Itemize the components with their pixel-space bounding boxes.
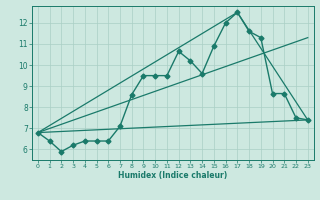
X-axis label: Humidex (Indice chaleur): Humidex (Indice chaleur) bbox=[118, 171, 228, 180]
